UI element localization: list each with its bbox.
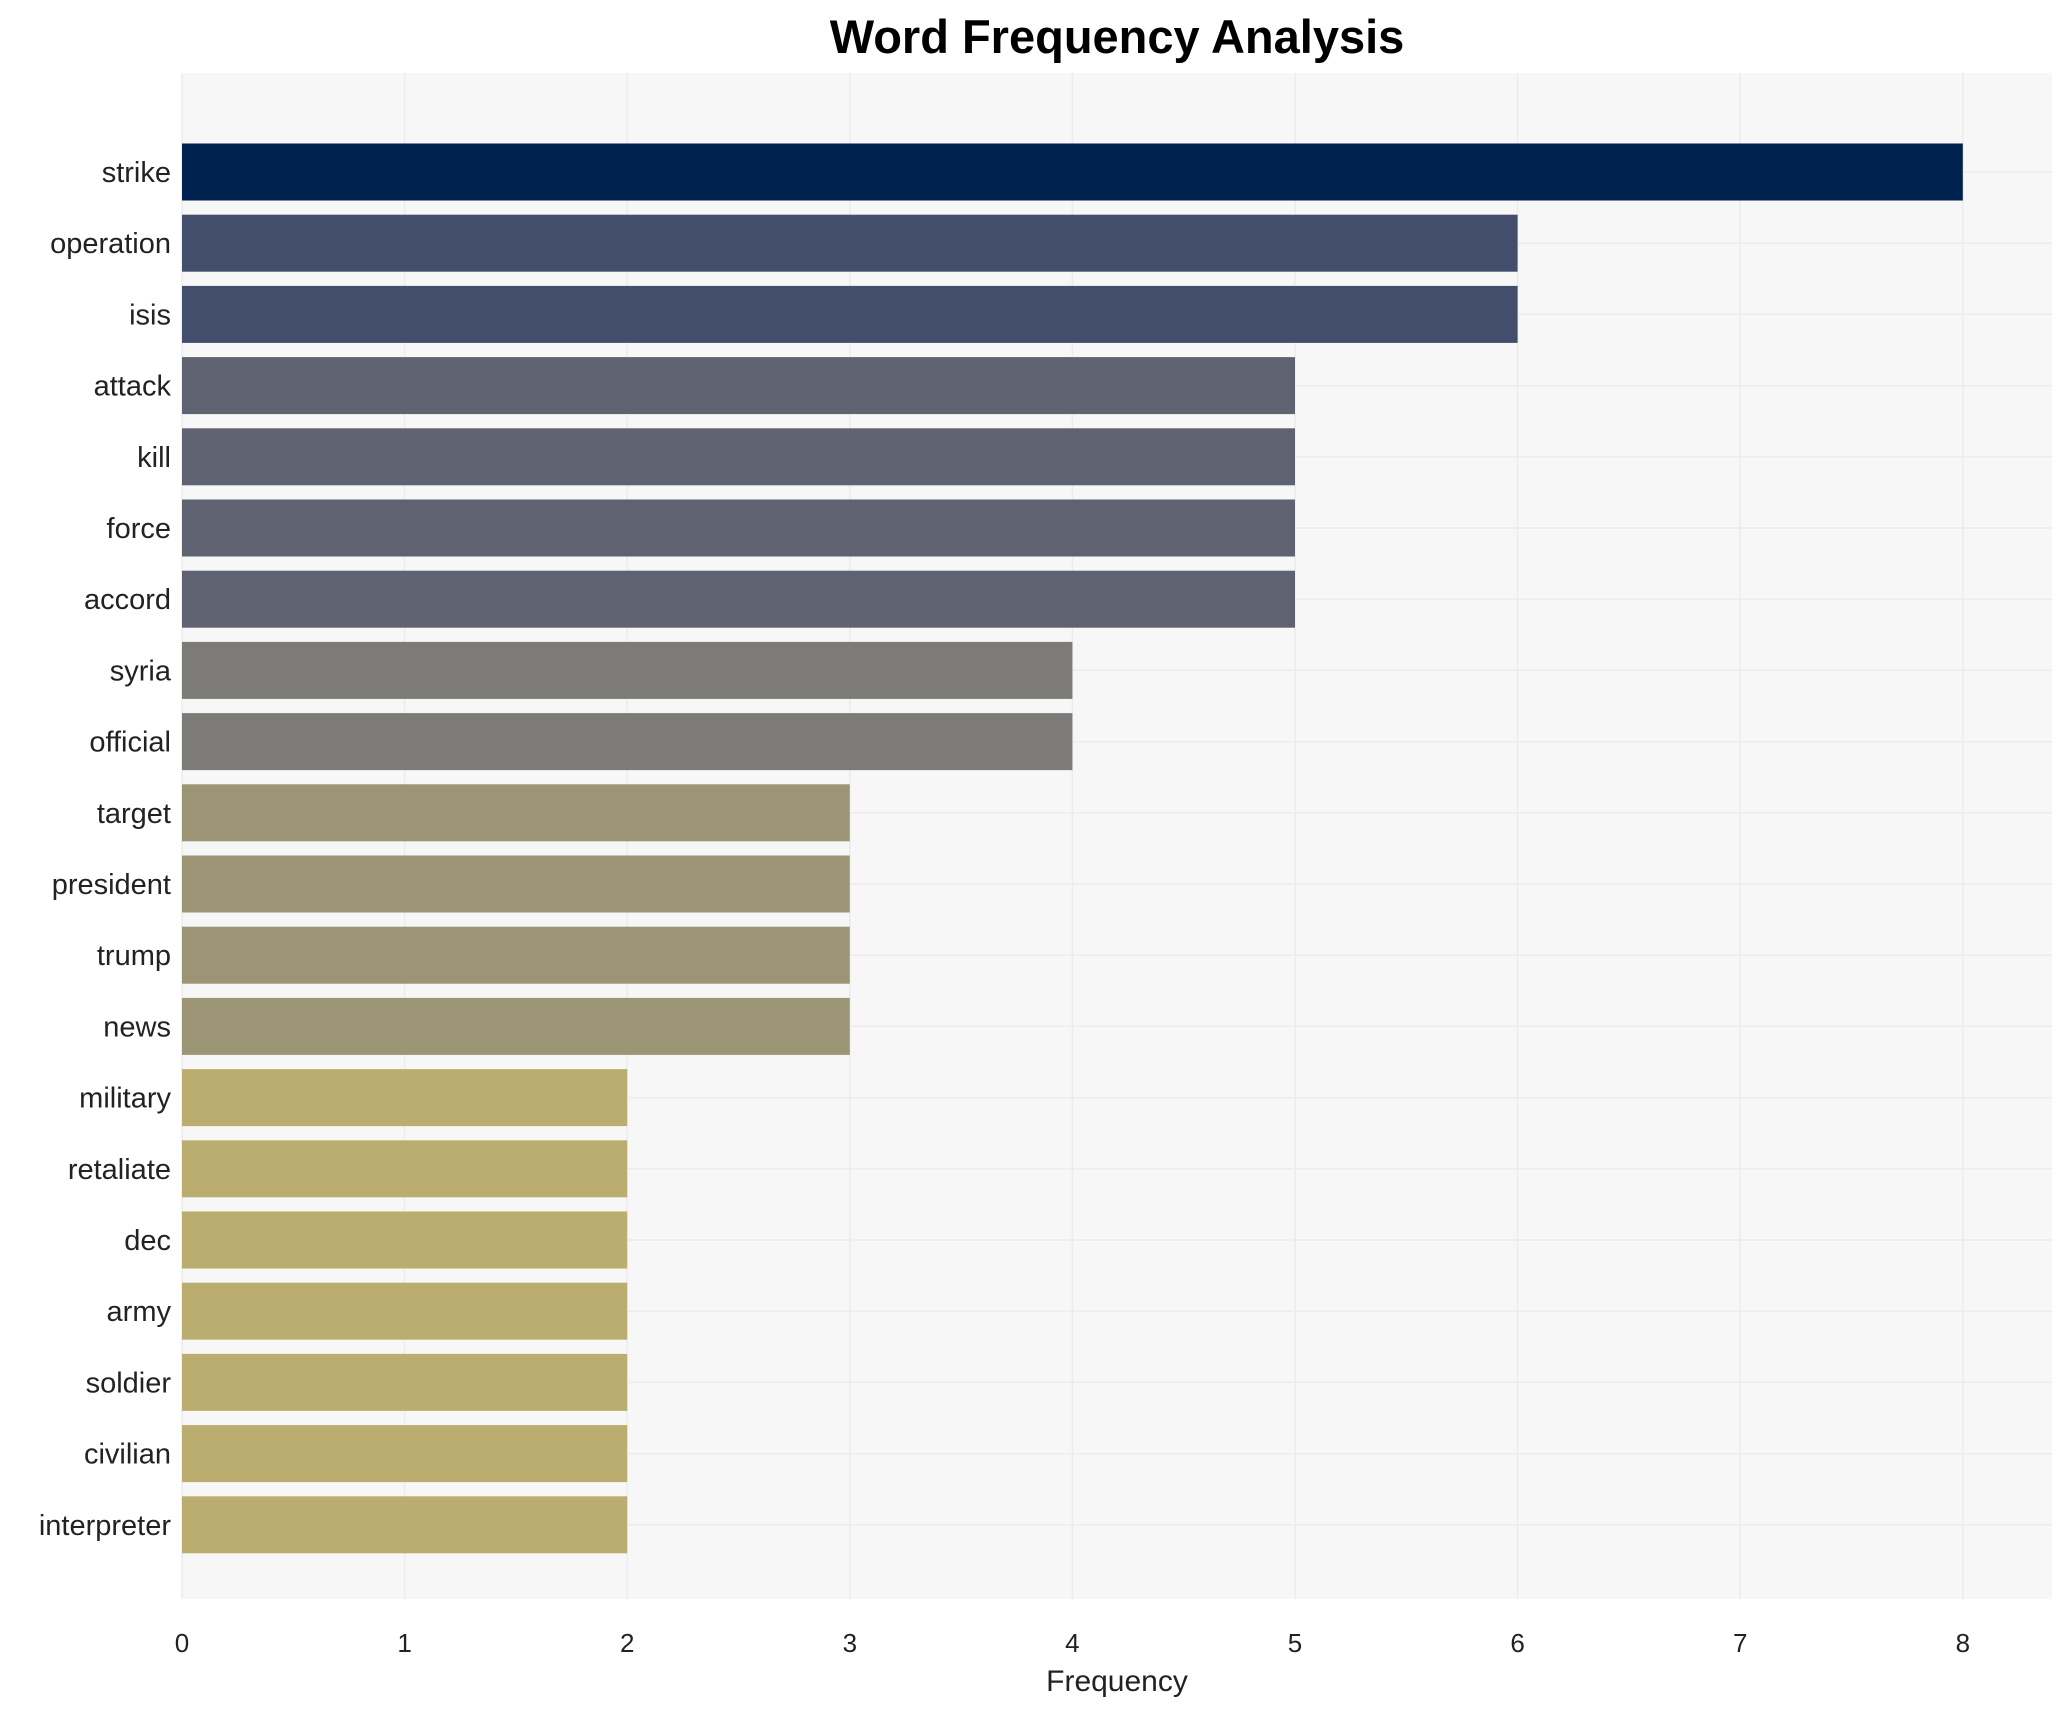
y-tick-label: soldier xyxy=(86,1367,172,1399)
bar-retaliate xyxy=(182,1140,628,1198)
y-tick-label: military xyxy=(79,1083,171,1115)
y-tick-label: syria xyxy=(110,655,172,687)
bar-soldier xyxy=(182,1353,628,1411)
bar-syria xyxy=(182,641,1073,699)
y-tick-label: kill xyxy=(137,442,171,474)
bar-accord xyxy=(182,570,1295,628)
y-tick-label: strike xyxy=(102,157,171,189)
bar-operation xyxy=(182,214,1518,272)
bar-target xyxy=(182,784,850,842)
y-tick-label: army xyxy=(107,1296,172,1328)
chart-title: Word Frequency Analysis xyxy=(830,10,1405,63)
y-tick-label: operation xyxy=(50,228,171,260)
y-tick-label: dec xyxy=(124,1225,171,1257)
x-tick-label: 0 xyxy=(175,1628,189,1658)
y-tick-label: accord xyxy=(84,584,171,616)
x-tick-label: 1 xyxy=(397,1628,411,1658)
bar-army xyxy=(182,1282,628,1340)
y-tick-label: official xyxy=(89,727,171,759)
bar-attack xyxy=(182,357,1295,415)
y-tick-label: force xyxy=(107,513,171,545)
bar-civilian xyxy=(182,1425,628,1483)
bar-kill xyxy=(182,428,1295,486)
bar-official xyxy=(182,713,1073,771)
y-tick-label: attack xyxy=(94,371,172,403)
bar-military xyxy=(182,1069,628,1127)
x-tick-label: 7 xyxy=(1733,1628,1747,1658)
y-tick-label: trump xyxy=(97,940,171,972)
y-tick-label: isis xyxy=(129,299,171,331)
x-tick-label: 5 xyxy=(1288,1628,1302,1658)
y-tick-label: civilian xyxy=(84,1439,171,1471)
bar-trump xyxy=(182,926,850,984)
x-tick-label: 3 xyxy=(843,1628,857,1658)
y-tick-label: interpreter xyxy=(39,1510,172,1542)
x-tick-label: 6 xyxy=(1510,1628,1524,1658)
x-tick-label: 8 xyxy=(1956,1628,1970,1658)
x-tick-label: 2 xyxy=(620,1628,634,1658)
bar-dec xyxy=(182,1211,628,1269)
x-tick-label: 4 xyxy=(1065,1628,1079,1658)
x-axis-label: Frequency xyxy=(1046,1665,1188,1698)
bar-strike xyxy=(182,143,1963,201)
bar-news xyxy=(182,997,850,1055)
bar-president xyxy=(182,855,850,913)
bar-interpreter xyxy=(182,1496,628,1554)
bar-isis xyxy=(182,285,1518,343)
y-tick-label: retaliate xyxy=(68,1154,171,1186)
y-tick-label: news xyxy=(103,1011,171,1043)
bar-force xyxy=(182,499,1295,557)
y-tick-label: target xyxy=(97,798,171,830)
y-tick-label: president xyxy=(52,869,171,901)
